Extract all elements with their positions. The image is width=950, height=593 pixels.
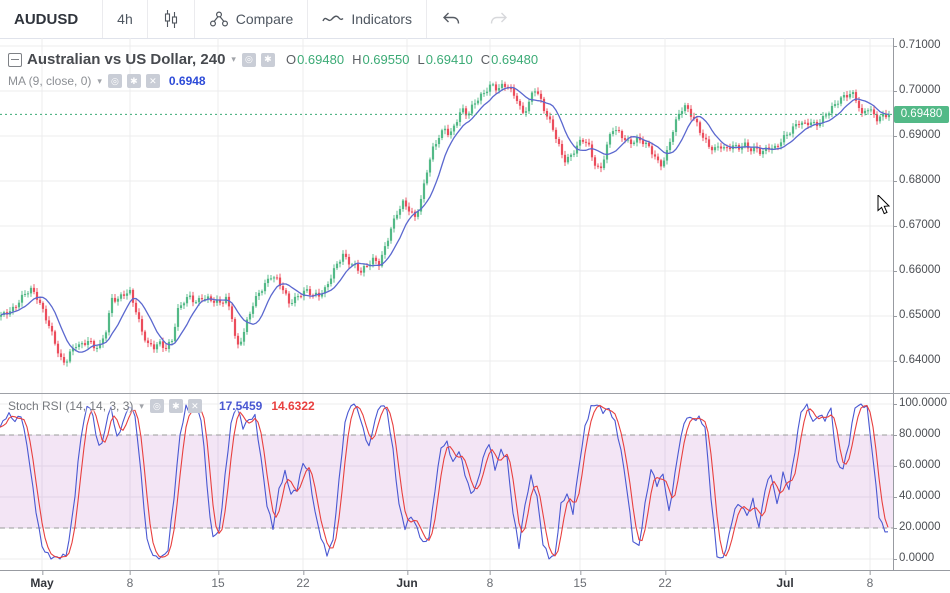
stoch-tick-label: 60.0000: [893, 459, 941, 471]
redo-button[interactable]: [475, 0, 523, 38]
low-value: 0.69410: [425, 52, 473, 67]
time-tick-label: 8: [866, 571, 874, 590]
low-letter: L: [417, 52, 425, 67]
time-axis[interactable]: May 8 15 22 Jun 8 15 22 Jul 8: [0, 570, 950, 593]
high-letter: H: [352, 52, 362, 67]
series-legend: Australian vs US Dollar, 240 ▾ ◎ ✱ O 0.69…: [8, 51, 538, 68]
last-price-label: 0.69480: [894, 105, 949, 123]
toolbar-divider: [146, 0, 148, 38]
stoch-legend: Stoch RSI (14, 14, 3, 3) ▾ ◎ ✱ ✕ 17.5459…: [8, 399, 315, 413]
time-tick-label: Jun: [396, 571, 418, 590]
time-tick-label: 22: [658, 571, 672, 590]
visibility-icon[interactable]: ◎: [241, 52, 256, 67]
time-tick-label: May: [30, 571, 54, 590]
stoch-tick-label: 80.0000: [893, 428, 941, 440]
price-axis[interactable]: [893, 38, 950, 570]
interval-button[interactable]: 4h: [103, 0, 147, 38]
toolbar-divider: [426, 0, 428, 38]
toolbar-divider: [307, 0, 309, 38]
stoch-rsi-pane[interactable]: [0, 394, 893, 570]
ohlc-values: O 0.69480 H 0.69550 L 0.69410 C 0.69480: [286, 52, 538, 67]
indicators-button[interactable]: Indicators: [308, 0, 426, 38]
candlestick-icon: [162, 9, 180, 29]
open-value: 0.69480: [297, 52, 345, 67]
price-tick-label: 0.66000: [893, 264, 941, 276]
ma-legend: MA (9, close, 0) ▾ ◎ ✱ ✕ 0.6948: [8, 74, 206, 88]
stoch-title: Stoch RSI (14, 14, 3, 3): [8, 399, 134, 413]
close-value: 0.69480: [491, 52, 539, 67]
close-letter: C: [480, 52, 491, 67]
time-tick-label: 8: [486, 571, 494, 590]
price-tick-label: 0.64000: [893, 354, 941, 366]
compare-label: Compare: [235, 11, 294, 27]
dropdown-caret-icon[interactable]: ▾: [97, 75, 102, 86]
visibility-icon[interactable]: ◎: [107, 74, 122, 88]
price-tick-label: 0.68000: [893, 174, 941, 186]
toolbar-divider: [193, 0, 195, 38]
price-tick-label: 0.69000: [893, 129, 941, 141]
price-tick-label: 0.67000: [893, 219, 941, 231]
time-tick-label: 8: [126, 571, 134, 590]
pane-separator[interactable]: [0, 393, 950, 394]
redo-icon: [489, 11, 509, 27]
time-tick-label: 15: [573, 571, 587, 590]
price-tick-label: 0.65000: [893, 309, 941, 321]
price-tick-label: 0.71000: [893, 39, 941, 51]
time-tick-label: 15: [211, 571, 225, 590]
remove-icon[interactable]: ✕: [145, 74, 160, 88]
dropdown-caret-icon[interactable]: ▾: [231, 54, 236, 64]
mouse-cursor-icon: [877, 195, 891, 215]
settings-icon[interactable]: ✱: [126, 74, 141, 88]
price-tick-label: 0.70000: [893, 84, 941, 96]
settings-icon[interactable]: ✱: [260, 52, 275, 67]
high-value: 0.69550: [362, 52, 410, 67]
time-tick-label: 22: [296, 571, 310, 590]
indicators-icon: [322, 12, 344, 26]
stoch-tick-label: 20.0000: [893, 521, 941, 533]
undo-button[interactable]: [427, 0, 475, 38]
indicators-label: Indicators: [351, 11, 413, 27]
series-title: Australian vs US Dollar, 240: [27, 51, 226, 68]
collapse-icon[interactable]: [8, 52, 22, 67]
stoch-tick-label: 40.0000: [893, 490, 941, 502]
symbol-label: AUDUSD: [14, 10, 79, 28]
symbol-button[interactable]: AUDUSD: [0, 0, 102, 38]
stoch-k-value: 17.5459: [218, 399, 263, 413]
dropdown-caret-icon[interactable]: ▾: [139, 400, 144, 411]
stoch-tick-label: 0.0000: [892, 552, 935, 564]
ma-title: MA (9, close, 0): [8, 74, 92, 88]
toolbar-divider: [102, 0, 104, 38]
compare-button[interactable]: Compare: [195, 0, 308, 38]
settings-icon[interactable]: ✱: [168, 399, 183, 413]
interval-label: 4h: [117, 11, 133, 27]
undo-icon: [441, 11, 461, 27]
remove-icon[interactable]: ✕: [187, 399, 202, 413]
compare-icon: [209, 10, 229, 28]
time-tick-label: Jul: [776, 571, 794, 590]
stoch-d-value: 14.6322: [271, 399, 315, 413]
main-chart-pane[interactable]: [0, 38, 893, 393]
chart-style-button[interactable]: [148, 0, 194, 38]
stoch-tick-label: 100.0000: [893, 397, 947, 409]
open-letter: O: [285, 52, 297, 67]
visibility-icon[interactable]: ◎: [149, 399, 164, 413]
top-toolbar: AUDUSD 4h: [0, 0, 950, 39]
ma-value: 0.6948: [168, 74, 206, 88]
